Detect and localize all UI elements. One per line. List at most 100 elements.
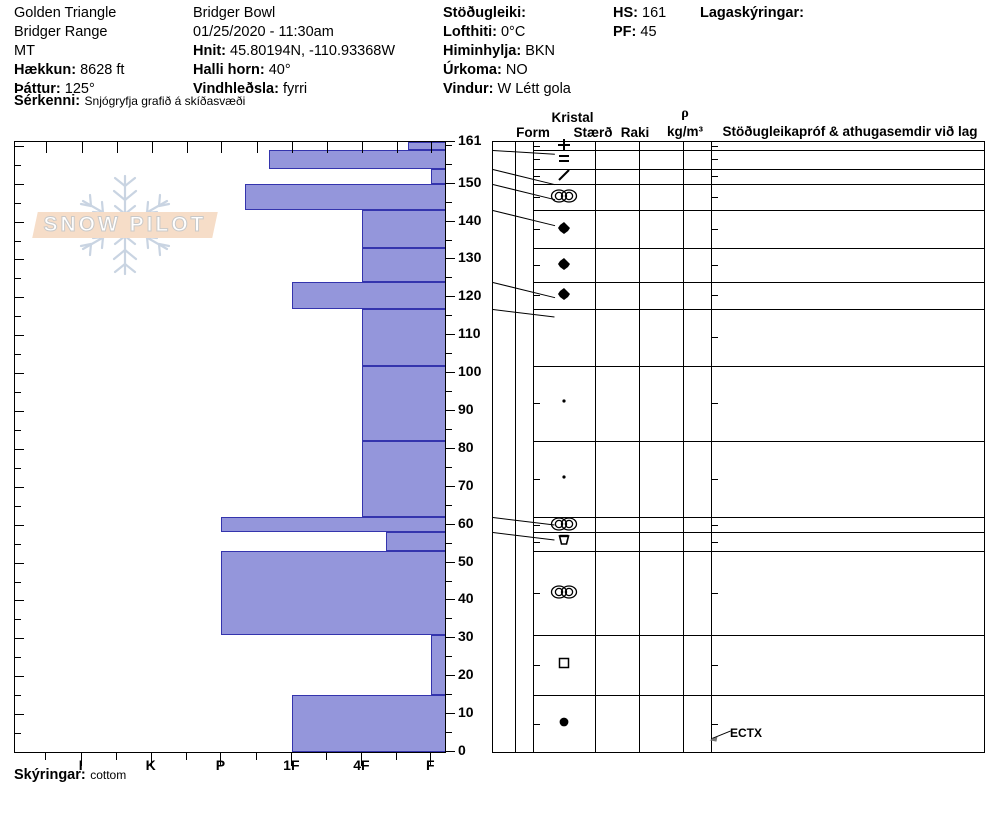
depth-tick [446, 258, 455, 260]
density-column-tick [711, 592, 718, 594]
depth-tick-label: 90 [458, 401, 474, 417]
grain-small-particle-icon [559, 470, 569, 485]
grid-vertical-line [711, 142, 712, 752]
hardness-axis-labels: I K P 1F 4F F [14, 757, 454, 777]
form-column-tick [533, 403, 540, 405]
plot-left-tick [15, 145, 24, 147]
depth-tick-label: 30 [458, 628, 474, 645]
site-value-3: 40° [268, 62, 291, 78]
hardness-bar [292, 282, 445, 309]
plot-left-tick [15, 676, 24, 678]
depth-tick [446, 141, 455, 142]
depth-tick [446, 523, 455, 525]
ectx-label: ECTX [730, 726, 763, 740]
depth-minor-tick [446, 732, 452, 734]
grain-rounded-grains-icon [550, 189, 578, 207]
site-line-2: Hnit: 45.80194N, -110.93368W [193, 42, 443, 61]
column-title-form: Form [516, 125, 550, 140]
skyringar-value: cottom [90, 768, 127, 782]
weather-line-2: Himinhylja: BKN [443, 42, 613, 61]
depth-tick-label: 60 [458, 514, 474, 531]
grain-rounded-grains-icon [550, 517, 578, 535]
density-column-tick [711, 337, 718, 339]
density-column-tick [711, 229, 718, 231]
sérkenni-row: Sérkenni: Snjógryfja grafið á skíðasvæði [14, 92, 245, 110]
hardness-axis-label: P [215, 757, 226, 773]
depth-minor-tick [446, 466, 452, 468]
hardness-bar [362, 308, 445, 366]
plot-left-tick [15, 695, 21, 697]
plot-left-tick [15, 600, 24, 602]
grid-row-line [533, 441, 984, 443]
plot-top-tick [81, 142, 83, 153]
depth-minor-tick [446, 656, 452, 658]
grid-row-line [533, 532, 984, 534]
depth-tick-label: 70 [458, 476, 474, 493]
grain-form-cell [533, 715, 595, 732]
depth-tick-label: 140 [458, 211, 482, 228]
depth-minor-tick [446, 277, 452, 279]
depth-minor-tick [446, 428, 452, 430]
plot-left-tick [15, 164, 21, 166]
grid-vertical-line [515, 142, 516, 752]
weather-label-4: Vindur: [443, 81, 494, 97]
grain-needles-icon [556, 169, 572, 186]
depth-minor-tick [446, 315, 452, 317]
depth-tick [446, 447, 455, 449]
site-line-0: Bridger Bowl [193, 4, 443, 23]
depth-axis: 0 10 20 30 40 50 60 70 80 90 100 110 120 130 140 150 161 [446, 132, 492, 758]
measure-line-0: HS: 161 [613, 4, 703, 23]
plot-left-tick [15, 278, 21, 280]
depth-minor-tick [446, 239, 452, 241]
plot-top-tick [292, 142, 294, 153]
hardness-axis-label: I [78, 757, 83, 773]
site-value-0: Bridger Bowl [193, 5, 276, 21]
hardness-bar [221, 517, 445, 533]
density-column-tick [711, 723, 718, 725]
grain-form-cell [533, 150, 595, 169]
depth-tick-label: 40 [458, 590, 474, 607]
form-column-tick [533, 176, 540, 178]
density-column-tick [711, 403, 718, 405]
plot-left-tick [15, 448, 24, 450]
depth-minor-tick [446, 542, 452, 544]
form-column-tick [533, 229, 540, 231]
depth-tick-label: 120 [458, 287, 482, 304]
header-column-measurements: HS: 161 PF: 45 [613, 4, 703, 42]
grain-rounded-grains-icon [550, 585, 578, 603]
hardness-bar [362, 248, 445, 283]
sérkenni-label: Sérkenni: [14, 93, 81, 109]
watermark-label: SNOW PILOT [43, 213, 207, 237]
grain-form-cell [533, 656, 595, 673]
location-value-0: Golden Triangle [14, 5, 117, 21]
hardness-axis-label: 1F [283, 757, 300, 773]
grid-row-line [533, 752, 984, 753]
form-column-tick [533, 524, 540, 526]
site-line-1: 01/25/2020 - 11:30am [193, 23, 443, 42]
grain-form-cell [533, 220, 595, 239]
plot-left-tick [15, 297, 24, 299]
plot-top-tick [256, 142, 258, 153]
hardness-axis-ticks [14, 753, 446, 767]
hardness-bar [268, 149, 445, 169]
form-column-tick [533, 479, 540, 481]
header-column-layer-notes: Lagaskýringar: [700, 4, 990, 23]
form-column-tick [533, 592, 540, 594]
grid-row-line [533, 365, 984, 367]
pit-header: Golden Triangle Bridger Range MT Hækkun: 86… [0, 0, 994, 118]
plot-left-tick [15, 524, 24, 526]
location-line-1: Bridger Range [14, 23, 194, 42]
header-column-location: Golden Triangle Bridger Range MT Hækkun: 86… [14, 4, 194, 99]
plot-left-tick [15, 221, 24, 223]
depth-tick [446, 561, 455, 563]
grid-vertical-line [639, 142, 640, 752]
depth-minor-tick [446, 391, 452, 393]
plot-left-tick [15, 259, 24, 261]
depth-tick-label: 100 [458, 363, 482, 380]
skyringar-label: Skýringar: [14, 767, 86, 783]
depth-tick-label: 150 [458, 173, 482, 190]
grid-row-line [533, 634, 984, 636]
plot-left-tick [15, 354, 21, 356]
header-column-weather: Stöðugleiki: Lofthiti: 0°C Himinhylja: BK… [443, 4, 613, 99]
hardness-bar [431, 634, 445, 696]
